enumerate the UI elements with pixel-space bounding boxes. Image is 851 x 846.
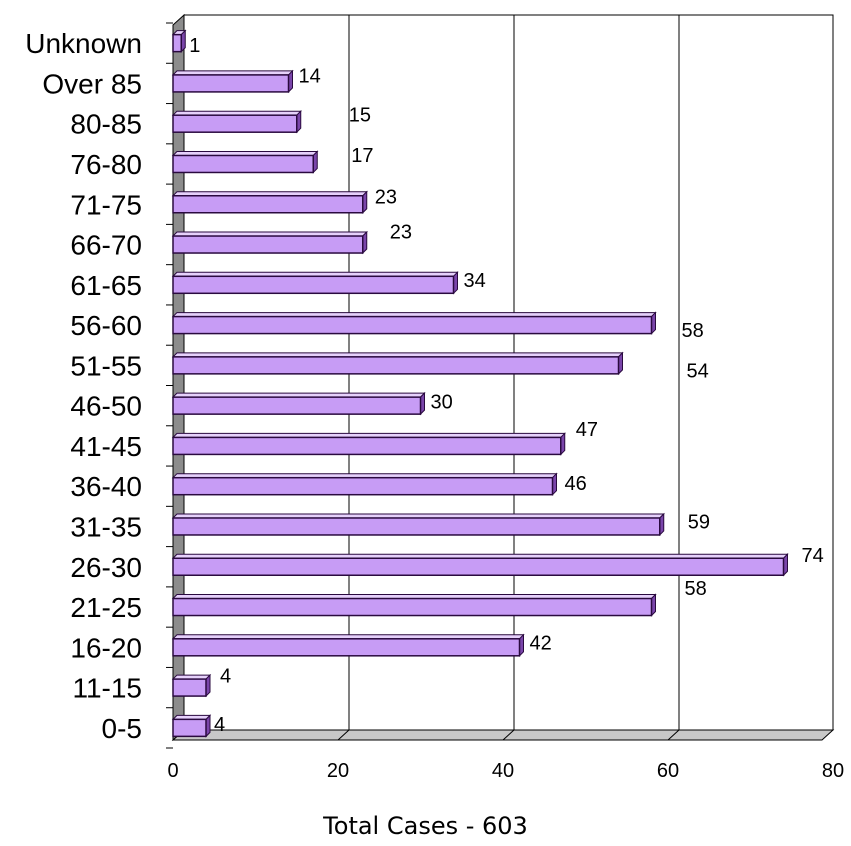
data-label: 23	[375, 186, 397, 208]
category-label: 76-80	[70, 149, 142, 180]
category-label: Unknown	[25, 28, 142, 59]
bar-61-65	[171, 271, 459, 295]
category-label: 11-15	[72, 673, 142, 704]
bar-unknown	[171, 29, 187, 53]
data-label: 4	[214, 714, 225, 736]
x-tick-label: 40	[492, 760, 514, 782]
category-label: 36-40	[70, 471, 142, 502]
bar-front-face	[172, 235, 364, 254]
data-label: 34	[464, 270, 486, 292]
category-label: 66-70	[70, 230, 142, 261]
bar-front-face	[172, 74, 290, 93]
data-label: 42	[530, 632, 552, 654]
bar-front-face	[172, 638, 521, 657]
category-label: 61-65	[70, 270, 142, 301]
category-label: 56-60	[70, 310, 142, 341]
bar-31-35	[171, 512, 665, 537]
data-label: 58	[685, 578, 707, 600]
bar-front-face	[172, 436, 562, 456]
bar-front-face	[172, 396, 422, 415]
data-label: 47	[576, 419, 598, 441]
bar-26-30	[171, 553, 789, 577]
category-label: 51-55	[70, 350, 142, 381]
bar-front-face	[172, 557, 785, 576]
x-tick-label: 20	[327, 760, 349, 782]
gridline-floor	[337, 729, 350, 741]
gridline-floor	[667, 729, 680, 741]
data-label: 30	[431, 392, 453, 414]
bar-0-5	[171, 714, 212, 738]
x-tick-label: 0	[167, 760, 178, 782]
data-label: 4	[220, 666, 231, 688]
bar-71-75	[171, 190, 368, 214]
bar-front-face	[172, 195, 364, 214]
data-label: 17	[351, 145, 373, 167]
category-label: 46-50	[70, 391, 142, 422]
category-label: 71-75	[70, 189, 142, 220]
x-tick-label: 60	[657, 760, 679, 782]
bar-front-face	[172, 476, 554, 496]
data-label: 74	[802, 545, 824, 567]
chart-floor	[171, 729, 835, 741]
gridline-floor	[502, 729, 515, 741]
data-label: 58	[682, 320, 704, 342]
bar-front-face	[172, 597, 653, 617]
bar-front-face	[172, 33, 182, 53]
bar-56-60	[171, 311, 657, 335]
bar-46-50	[171, 391, 426, 416]
category-label: 16-20	[70, 632, 142, 663]
bar-front-face	[172, 356, 620, 375]
category-label: 31-35	[70, 511, 142, 542]
data-label: 23	[390, 222, 412, 244]
data-label: 54	[687, 360, 709, 382]
bar-21-25	[171, 593, 657, 617]
data-label: 59	[688, 511, 710, 533]
data-label: 14	[299, 65, 321, 87]
bar-80-85	[171, 109, 302, 134]
data-label: 1	[189, 35, 200, 57]
category-label: 0-5	[102, 713, 142, 744]
bar-front-face	[172, 315, 653, 335]
bar-front-face	[172, 114, 298, 133]
bar-front-face	[172, 275, 455, 295]
bar-front-face	[172, 718, 207, 738]
category-label: 41-45	[70, 431, 142, 462]
x-tick-label: 80	[822, 760, 844, 782]
bar-76-80	[171, 150, 319, 174]
category-label: 21-25	[70, 592, 142, 623]
bar-66-70	[171, 230, 368, 255]
bar-front-face	[172, 517, 661, 536]
category-label: 26-30	[70, 552, 142, 583]
bar-front-face	[172, 154, 314, 174]
bar-16-20	[171, 633, 525, 658]
bar-36-40	[171, 472, 558, 496]
data-label: 15	[349, 105, 371, 127]
bar-over-85	[171, 69, 294, 94]
category-label: Over 85	[42, 68, 142, 99]
bar-41-45	[171, 432, 566, 456]
bar-51-55	[171, 351, 624, 376]
x-axis-title: Total Cases - 603	[323, 812, 528, 840]
bar-11-15	[171, 673, 212, 698]
data-label: 46	[565, 473, 587, 495]
bar-front-face	[172, 678, 207, 697]
category-label: 80-85	[70, 109, 142, 140]
